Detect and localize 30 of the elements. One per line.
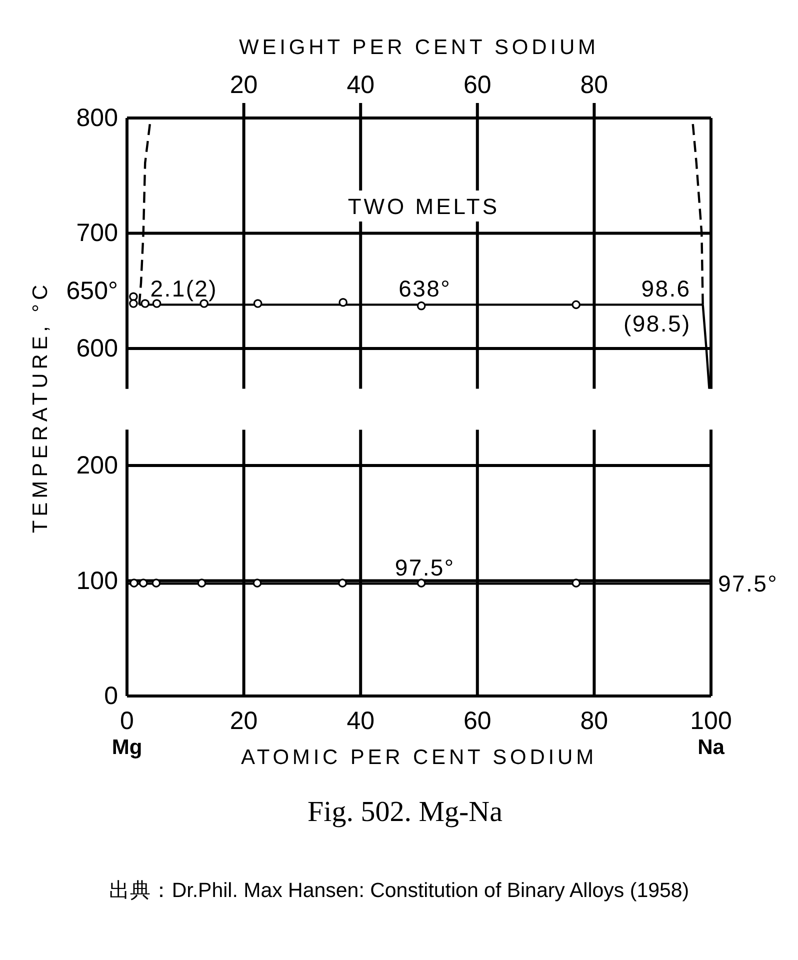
x-axis-title: ATOMIC PER CENT SODIUM xyxy=(241,746,597,768)
x-tick-label: 60 xyxy=(463,707,492,735)
source-note: 出典：Dr.Phil. Max Hansen: Constitution of Binary Alloys (1958) xyxy=(108,878,690,902)
x-tick-label: 80 xyxy=(580,707,608,735)
x2-tick-label: 60 xyxy=(463,71,492,99)
caption: Fig. 502. Mg-Na xyxy=(308,796,503,828)
text: Mg xyxy=(112,736,142,758)
x2-axis-title: WEIGHT PER CENT SODIUM xyxy=(239,36,599,58)
x2-tick-label: 20 xyxy=(230,71,258,99)
text: Na xyxy=(698,736,725,758)
x-tick-label: 100 xyxy=(690,707,732,735)
annotation: (98.5) xyxy=(624,310,691,337)
annotation: 638° xyxy=(398,276,452,302)
annotation: 97.5° xyxy=(718,570,778,597)
y-tick-label: 800 xyxy=(76,104,118,132)
y-tick-label: 100 xyxy=(76,566,118,595)
annotation: TWO MELTS xyxy=(348,194,500,219)
y-tick-label: 0 xyxy=(104,682,118,710)
y-tick-label: 650° xyxy=(66,276,118,305)
y-tick-label: 700 xyxy=(76,219,118,248)
annotation: 2.1(2) xyxy=(150,276,218,302)
x2-tick-label: 80 xyxy=(580,71,608,99)
y-tick-label: 200 xyxy=(76,452,118,480)
y-tick-label: 600 xyxy=(76,334,118,362)
annotation: 97.5° xyxy=(394,554,455,581)
x2-tick-label: 40 xyxy=(346,71,375,99)
x-tick-label: 20 xyxy=(230,707,258,735)
x-tick-label: 40 xyxy=(346,707,375,735)
annotation: 98.6 xyxy=(641,276,691,302)
y-axis-title: TEMPERATURE, °C xyxy=(28,280,52,534)
